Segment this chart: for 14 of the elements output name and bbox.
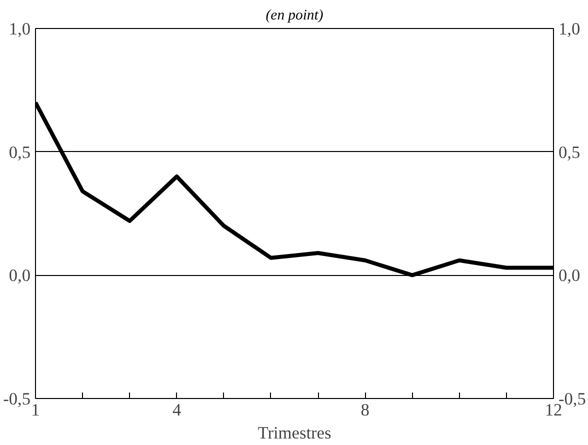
y-tick-label: 1,0 [8, 20, 31, 38]
y-tick-label: -0,5 [3, 390, 31, 408]
x-tick-label: 1 [31, 400, 40, 420]
y-tick-label: 0,5 [8, 142, 31, 162]
x-tick-label: 8 [360, 400, 370, 420]
line-series [36, 100, 554, 278]
y2-tick-label: 1,0 [558, 20, 580, 38]
y2-tick-label: 0,5 [558, 142, 580, 162]
y2-tick-label: 0,0 [558, 266, 580, 286]
x-tick-label: 12 [544, 400, 562, 420]
chart-subtitle: (en point) [266, 8, 324, 24]
x-axis-title: Trimestres [258, 424, 332, 442]
y-tick-label: 0,0 [8, 266, 31, 286]
x-tick-label: 4 [172, 400, 182, 420]
